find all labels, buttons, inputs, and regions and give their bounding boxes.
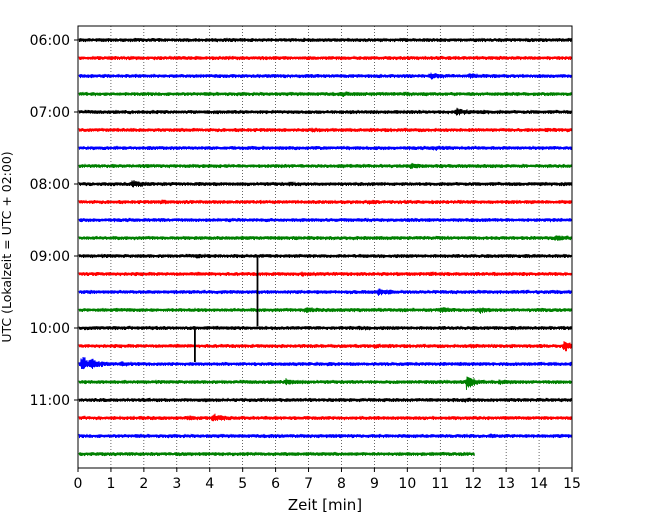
trace-row	[78, 55, 573, 61]
trace-row	[78, 413, 573, 422]
trace-row	[78, 397, 573, 403]
trace-row	[78, 451, 475, 457]
x-tick-label: 1	[106, 476, 115, 492]
trace-row	[78, 433, 573, 439]
y-tick-label: 08:00	[30, 177, 70, 193]
y-tick-label: 11:00	[30, 393, 70, 409]
x-tick-label: 8	[337, 476, 346, 492]
x-axis-ticks: 0 1 2 3 4 5 6 7 8 9 10 11 12 13 14 15	[74, 468, 581, 492]
trace-row	[78, 179, 573, 188]
x-tick-label: 11	[431, 476, 449, 492]
y-axis-ticks: 06:00 07:00 08:00 09:00 10:00 11:00	[30, 33, 78, 409]
y-tick-label: 06:00	[30, 33, 70, 49]
x-tick-label: 3	[172, 476, 181, 492]
y-axis-label: UTC (Lokalzeit = UTC + 02:00)	[0, 151, 14, 342]
x-tick-label: 6	[271, 476, 280, 492]
y-tick-label: 10:00	[30, 321, 70, 337]
x-axis-label: Zeit [min]	[288, 496, 362, 514]
x-tick-label: 5	[238, 476, 247, 492]
x-tick-label: 10	[398, 476, 416, 492]
trace-row	[78, 357, 573, 370]
x-tick-label: 4	[205, 476, 214, 492]
trace-row	[78, 325, 573, 331]
x-tick-label: 9	[370, 476, 379, 492]
trace-row	[78, 127, 573, 133]
y-tick-label: 09:00	[30, 249, 70, 265]
trace-row	[78, 271, 573, 277]
trace-row	[78, 376, 573, 391]
x-tick-label: 13	[497, 476, 515, 492]
trace-row	[78, 199, 573, 205]
trace-row	[78, 72, 573, 80]
trace-row	[78, 235, 573, 241]
trace-row	[78, 162, 573, 169]
x-tick-label: 0	[74, 476, 83, 492]
plot-frame	[77, 25, 573, 469]
trace-row	[78, 217, 573, 223]
trace-row	[78, 288, 573, 296]
trace-row	[78, 253, 573, 259]
y-tick-label: 07:00	[30, 105, 70, 121]
trace-row	[78, 107, 573, 116]
x-tick-label: 2	[139, 476, 148, 492]
x-tick-label: 7	[304, 476, 313, 492]
trace-row	[78, 37, 573, 43]
trace-row	[78, 341, 573, 352]
trace-row	[78, 145, 573, 151]
x-tick-label: 12	[464, 476, 482, 492]
trace-row	[78, 91, 573, 98]
x-tick-label: 14	[530, 476, 548, 492]
trace-row	[78, 307, 573, 314]
x-tick-label: 15	[563, 476, 581, 492]
seismogram-traces	[78, 37, 573, 457]
